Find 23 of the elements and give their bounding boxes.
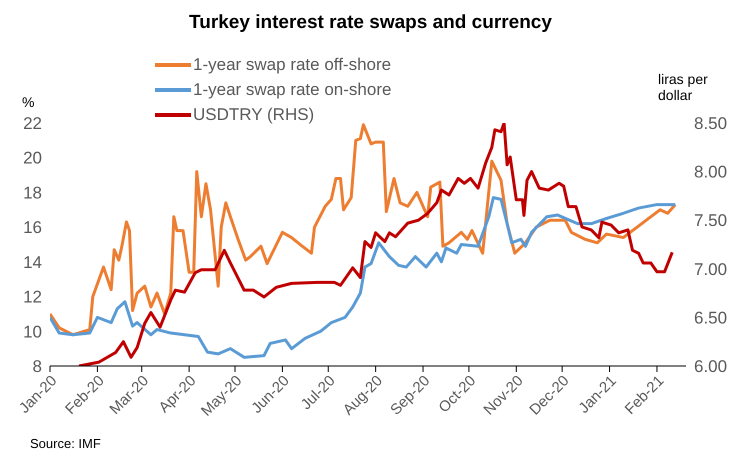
y-tick-label: 18 [23,183,42,202]
y2-tick-label: 8.50 [694,114,728,134]
y-tick-label: 16 [23,218,42,238]
y2-axis-title: liras per dollar [658,71,709,103]
y2-tick-label: 6.00 [694,357,728,376]
legend-label: 1-year swap rate on-shore [193,79,392,101]
line-series [78,123,674,366]
y-tick-label: 20 [23,148,42,168]
y-tick-label: 8 [32,357,42,376]
y-tick-label: 22 [23,114,42,134]
y-tick-label: 10 [23,322,42,342]
legend-label: USDTRY (RHS) [193,104,314,126]
y-tick-label: 12 [23,288,42,307]
line-series [50,196,677,359]
legend-label: 1-year swap rate off-shore [193,54,392,76]
chart-title: Turkey interest rate swaps and currency [188,12,553,34]
y2-tick-label: 6.50 [694,308,728,328]
source-note: Source: IMF [30,436,101,451]
y2-tick-label: 7.50 [694,211,728,230]
y2-tick-label: 8.00 [694,162,728,182]
y-tick-label: 14 [23,252,42,272]
y-axis-title: % [22,94,34,110]
y2-tick-label: 7.00 [694,260,728,279]
